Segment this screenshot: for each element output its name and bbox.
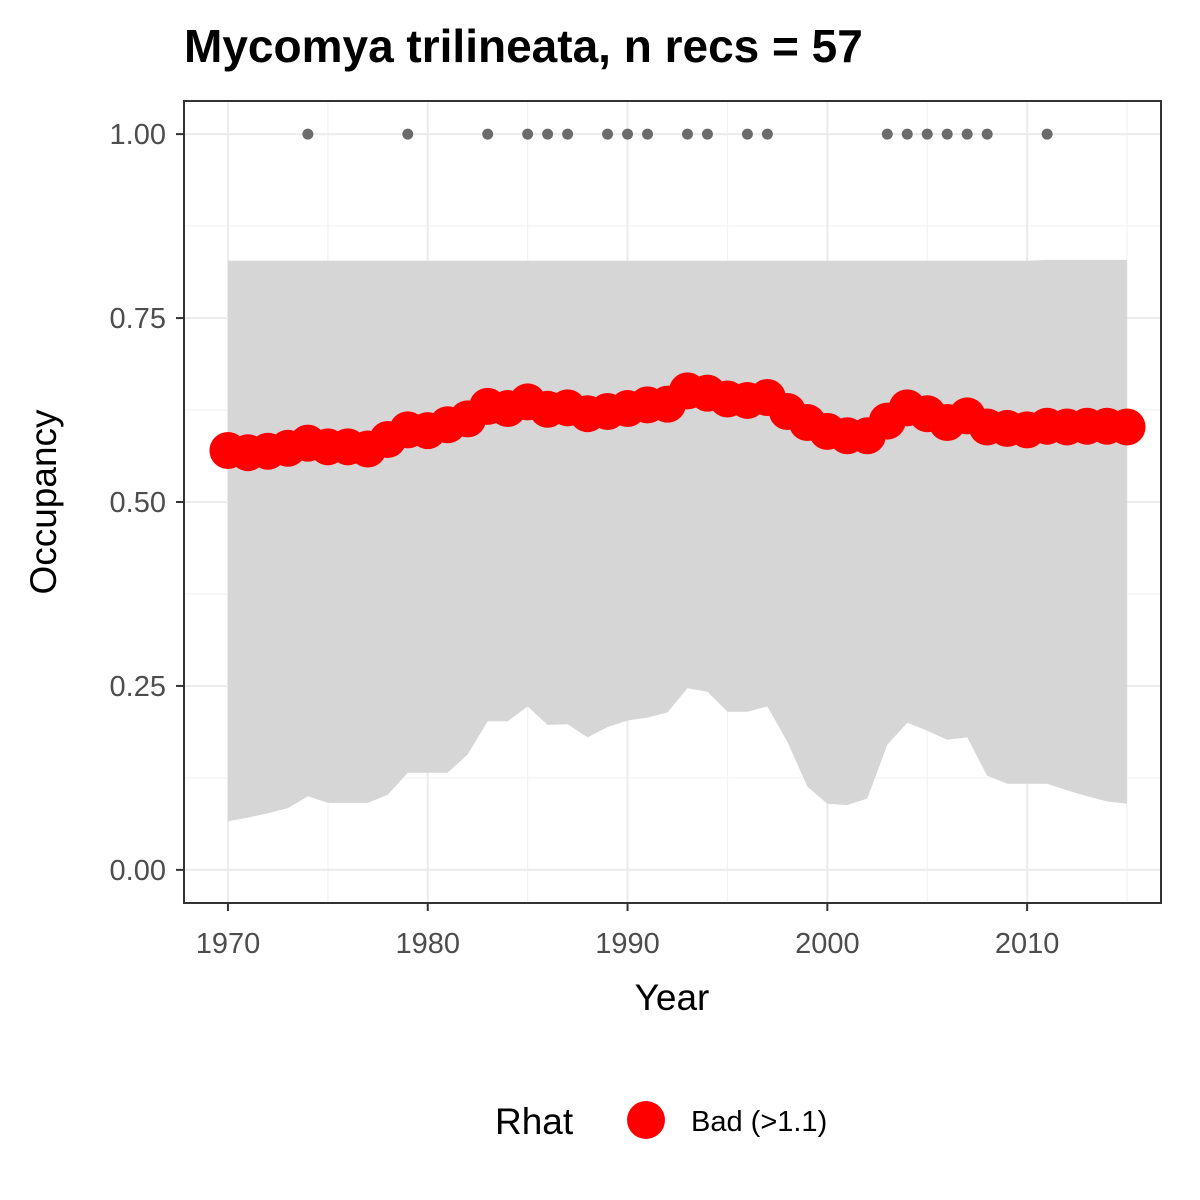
record-point: [981, 128, 993, 140]
y-tick-label: 0.75: [110, 303, 166, 335]
x-tick-label: 1990: [595, 928, 660, 960]
record-point: [302, 128, 314, 140]
record-point: [941, 128, 953, 140]
record-point: [522, 128, 534, 140]
x-tick-label: 2000: [795, 928, 860, 960]
y-axis-title: Occupancy: [23, 409, 64, 595]
x-tick-label: 2010: [995, 928, 1060, 960]
record-point: [542, 128, 554, 140]
record-point: [402, 128, 414, 140]
legend-title: Rhat: [495, 1101, 574, 1142]
record-point: [622, 128, 634, 140]
record-point: [761, 128, 773, 140]
chart-title: Mycomya trilineata, n recs = 57: [184, 20, 863, 72]
record-point: [701, 128, 713, 140]
plot-area: [183, 100, 1162, 904]
record-point: [901, 128, 913, 140]
record-point: [921, 128, 933, 140]
x-axis-title: Year: [635, 977, 710, 1018]
record-point: [562, 128, 574, 140]
x-tick-label: 1970: [196, 928, 261, 960]
record-point: [681, 128, 693, 140]
record-point: [602, 128, 614, 140]
record-point: [482, 128, 494, 140]
record-point: [881, 128, 893, 140]
legend: Rhat Bad (>1.1): [495, 1101, 827, 1142]
record-point: [961, 128, 973, 140]
y-tick-label: 0.50: [110, 487, 166, 519]
occupancy-points: [209, 372, 1146, 472]
record-point: [642, 128, 654, 140]
y-tick-label: 0.25: [110, 671, 166, 703]
x-tick-label: 1980: [395, 928, 460, 960]
record-point: [741, 128, 753, 140]
y-tick-label: 1.00: [110, 119, 166, 151]
x-axis: 1970 1980 1990 2000 2010: [196, 903, 1060, 960]
record-point: [1041, 128, 1053, 140]
y-tick-label: 0.00: [110, 855, 166, 887]
occupancy-point: [1108, 408, 1146, 446]
legend-key-bad-rhat: [627, 1101, 665, 1139]
record-points: [302, 128, 1053, 140]
y-axis: 0.00 0.25 0.50 0.75 1.00: [110, 119, 184, 887]
legend-label-bad-rhat: Bad (>1.1): [691, 1106, 827, 1138]
